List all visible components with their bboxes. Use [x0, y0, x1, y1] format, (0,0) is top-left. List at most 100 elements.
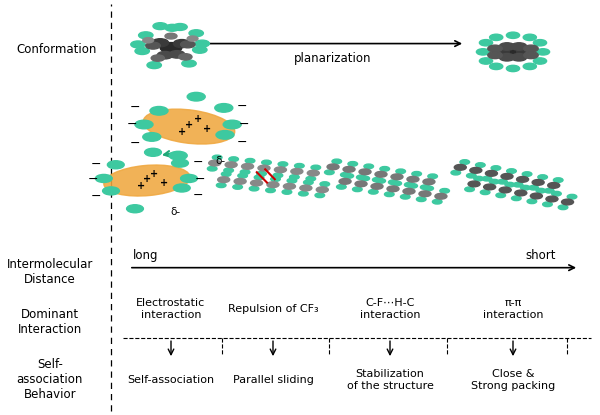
Ellipse shape	[104, 165, 190, 196]
Ellipse shape	[407, 176, 419, 182]
Ellipse shape	[375, 171, 387, 177]
Ellipse shape	[143, 109, 235, 144]
Ellipse shape	[327, 164, 339, 170]
Ellipse shape	[440, 188, 449, 193]
Ellipse shape	[208, 166, 217, 171]
Ellipse shape	[304, 180, 313, 185]
Ellipse shape	[356, 175, 366, 180]
Ellipse shape	[325, 170, 334, 175]
Text: −: −	[236, 100, 247, 113]
Ellipse shape	[242, 164, 254, 169]
Ellipse shape	[300, 185, 312, 191]
Ellipse shape	[548, 183, 560, 188]
Ellipse shape	[337, 185, 346, 189]
Ellipse shape	[536, 188, 545, 193]
Ellipse shape	[182, 60, 196, 67]
Ellipse shape	[307, 170, 319, 176]
Ellipse shape	[306, 176, 316, 181]
Ellipse shape	[479, 39, 493, 46]
Ellipse shape	[131, 41, 145, 48]
Ellipse shape	[506, 65, 520, 72]
Ellipse shape	[499, 54, 515, 61]
Text: δ-: δ-	[215, 156, 225, 166]
Ellipse shape	[385, 192, 394, 197]
Ellipse shape	[505, 182, 515, 187]
Ellipse shape	[147, 62, 161, 68]
Ellipse shape	[238, 173, 247, 178]
Ellipse shape	[421, 185, 430, 190]
Ellipse shape	[392, 181, 401, 186]
Ellipse shape	[558, 205, 568, 210]
Ellipse shape	[135, 120, 153, 129]
Text: −: −	[194, 173, 205, 186]
Text: C-F⋯H-C
interaction: C-F⋯H-C interaction	[360, 298, 420, 320]
Ellipse shape	[485, 171, 497, 176]
Ellipse shape	[320, 182, 329, 186]
Text: +: +	[203, 124, 211, 134]
Ellipse shape	[542, 202, 552, 207]
Ellipse shape	[135, 48, 149, 54]
Ellipse shape	[546, 196, 558, 202]
Ellipse shape	[217, 183, 226, 188]
Text: Self-
association
Behavior: Self- association Behavior	[17, 358, 83, 401]
Ellipse shape	[267, 182, 279, 188]
Ellipse shape	[95, 174, 112, 183]
Ellipse shape	[536, 49, 550, 55]
Text: Repulsion of CF₃: Repulsion of CF₃	[227, 304, 319, 314]
Ellipse shape	[311, 165, 320, 170]
Text: +: +	[150, 169, 158, 179]
Ellipse shape	[524, 45, 538, 52]
Ellipse shape	[501, 173, 513, 179]
Ellipse shape	[530, 193, 542, 199]
Ellipse shape	[380, 166, 389, 171]
Text: Stabilization
of the structure: Stabilization of the structure	[347, 369, 433, 391]
Ellipse shape	[529, 186, 538, 190]
Ellipse shape	[544, 188, 554, 193]
Ellipse shape	[145, 148, 161, 156]
Text: +: +	[185, 120, 193, 129]
Text: −: −	[193, 188, 203, 202]
Ellipse shape	[278, 162, 288, 166]
Ellipse shape	[562, 199, 574, 205]
Ellipse shape	[251, 180, 263, 186]
Ellipse shape	[315, 193, 325, 198]
Ellipse shape	[103, 187, 119, 195]
Ellipse shape	[491, 166, 501, 170]
Text: Self-association: Self-association	[127, 375, 215, 385]
Ellipse shape	[225, 162, 237, 168]
Ellipse shape	[173, 39, 190, 48]
Ellipse shape	[229, 157, 238, 161]
Ellipse shape	[396, 169, 406, 173]
Text: π-π
interaction: π-π interaction	[483, 298, 543, 320]
Ellipse shape	[209, 160, 221, 166]
Ellipse shape	[553, 178, 563, 182]
Ellipse shape	[520, 186, 530, 190]
Ellipse shape	[282, 190, 292, 194]
Text: short: short	[525, 249, 556, 262]
Ellipse shape	[496, 193, 506, 198]
Ellipse shape	[424, 186, 433, 190]
Ellipse shape	[290, 175, 299, 179]
Text: +: +	[194, 114, 202, 124]
Text: Close &
Strong packing: Close & Strong packing	[471, 369, 555, 391]
Ellipse shape	[412, 171, 421, 176]
Ellipse shape	[291, 168, 303, 174]
Text: −: −	[127, 118, 137, 131]
Ellipse shape	[517, 48, 533, 56]
Ellipse shape	[187, 93, 205, 101]
Ellipse shape	[223, 120, 241, 129]
Ellipse shape	[299, 191, 308, 196]
Ellipse shape	[522, 172, 532, 176]
Ellipse shape	[391, 174, 403, 180]
Ellipse shape	[538, 175, 547, 179]
Ellipse shape	[460, 160, 470, 164]
Ellipse shape	[488, 45, 502, 52]
Ellipse shape	[465, 187, 475, 192]
Ellipse shape	[240, 170, 250, 174]
Ellipse shape	[493, 48, 509, 56]
Ellipse shape	[127, 205, 143, 213]
Ellipse shape	[169, 51, 185, 58]
Text: −: −	[130, 137, 140, 150]
Ellipse shape	[368, 190, 378, 194]
Ellipse shape	[189, 30, 203, 37]
